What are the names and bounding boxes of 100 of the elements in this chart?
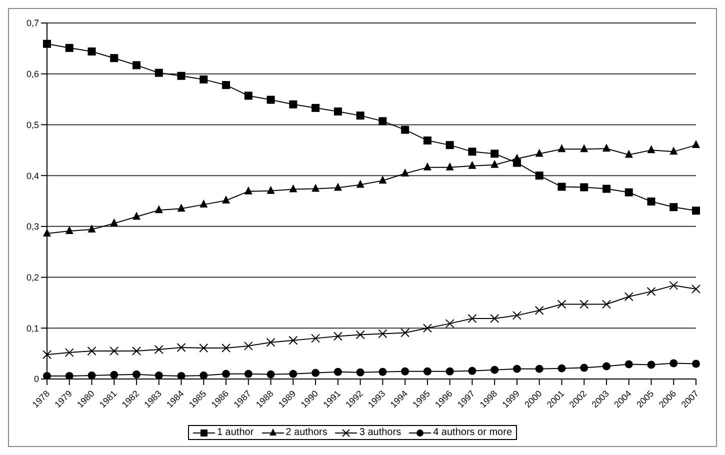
point <box>244 92 252 100</box>
point <box>356 330 365 340</box>
point <box>490 366 499 374</box>
point <box>64 348 74 358</box>
point <box>423 136 432 144</box>
point <box>289 184 298 192</box>
y-tick-label: 0,5 <box>26 120 39 130</box>
point <box>580 364 588 372</box>
point <box>312 184 320 192</box>
point <box>446 162 454 170</box>
point <box>401 126 410 134</box>
point <box>490 150 499 158</box>
point <box>65 44 74 52</box>
point <box>288 336 298 345</box>
point <box>177 72 186 80</box>
point <box>132 212 141 220</box>
point <box>670 359 678 368</box>
point <box>42 350 52 360</box>
point <box>132 346 142 356</box>
point <box>378 329 388 338</box>
point <box>422 324 432 333</box>
point <box>88 224 96 232</box>
point <box>558 182 566 191</box>
point <box>602 300 611 309</box>
point <box>222 195 230 204</box>
point <box>43 372 51 379</box>
legend-label: 2 authors <box>284 427 328 438</box>
point <box>334 368 342 376</box>
point <box>312 368 320 377</box>
point <box>88 47 96 56</box>
point <box>558 364 566 372</box>
point <box>512 310 522 320</box>
point <box>356 368 364 376</box>
point <box>177 372 186 379</box>
point <box>266 338 276 347</box>
point <box>423 367 432 376</box>
point <box>244 186 252 194</box>
point <box>312 104 320 112</box>
point <box>43 40 51 48</box>
point <box>244 341 253 350</box>
y-tick-label: 0,1 <box>26 323 39 334</box>
point <box>334 107 342 116</box>
point <box>266 186 275 194</box>
point <box>670 146 678 155</box>
point <box>692 360 700 368</box>
point <box>200 371 208 379</box>
point <box>88 371 96 379</box>
point <box>311 334 320 343</box>
point <box>557 300 566 309</box>
point <box>200 75 208 84</box>
point <box>624 188 633 196</box>
point <box>110 370 118 379</box>
point <box>602 144 610 152</box>
y-tick-label: 0,2 <box>26 272 39 282</box>
legend-label: 1 author <box>216 427 254 438</box>
point <box>468 148 476 156</box>
point <box>65 226 74 234</box>
point <box>401 168 410 177</box>
point <box>446 367 454 376</box>
point <box>580 300 589 309</box>
point <box>647 145 656 154</box>
point <box>670 203 678 212</box>
point <box>154 371 163 379</box>
point <box>692 284 700 294</box>
point <box>535 148 544 157</box>
point <box>132 370 141 378</box>
y-tick-label: 0,4 <box>26 170 39 181</box>
point <box>378 368 387 376</box>
point <box>580 144 588 152</box>
legend-label: 4 authors or more <box>432 427 512 438</box>
point <box>334 182 342 191</box>
point <box>534 306 544 315</box>
point <box>646 287 656 296</box>
point <box>423 162 432 170</box>
point <box>199 343 208 352</box>
point <box>154 205 163 214</box>
point <box>647 360 656 369</box>
y-tick-label: 0,3 <box>26 222 39 232</box>
point <box>266 96 275 104</box>
point <box>110 218 118 226</box>
point <box>356 112 364 120</box>
point <box>87 346 96 356</box>
point <box>446 141 454 150</box>
point <box>222 81 230 90</box>
point <box>110 346 119 356</box>
point <box>356 180 364 188</box>
point <box>222 343 231 352</box>
y-tick-label: 0,7 <box>26 18 39 28</box>
point <box>65 372 74 379</box>
legend-label: 3 authors <box>358 427 402 438</box>
point <box>647 198 656 206</box>
point <box>602 362 610 370</box>
point <box>692 140 700 148</box>
point <box>558 144 566 152</box>
point <box>177 204 186 212</box>
point <box>289 370 298 378</box>
y-tick-label: 0 <box>34 374 39 384</box>
point <box>468 314 477 323</box>
point <box>222 370 230 378</box>
point <box>266 370 275 378</box>
